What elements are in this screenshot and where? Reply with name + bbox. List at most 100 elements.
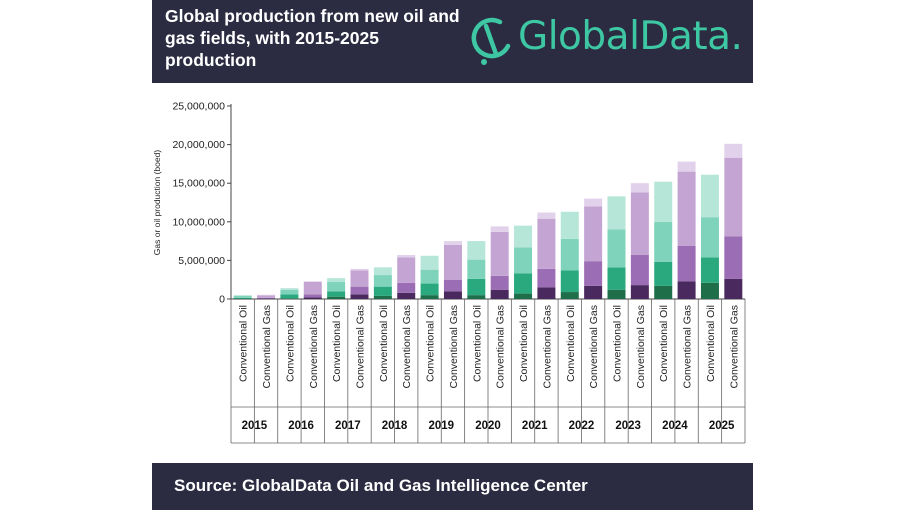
bar-segment — [630, 183, 649, 193]
bar-segment — [443, 279, 462, 292]
bar-segment — [490, 231, 509, 276]
bar-segment — [397, 292, 416, 299]
bar-segment — [443, 241, 462, 245]
globaldata-logo-icon — [471, 17, 511, 65]
x-category-label: Conventional Oil — [518, 305, 530, 382]
bar-segment — [514, 273, 533, 294]
bar-segment — [584, 206, 603, 262]
x-category-label: Conventional Gas — [308, 305, 320, 388]
x-category-label: Conventional Oil — [658, 305, 670, 382]
x-year-label: 2019 — [428, 420, 454, 432]
y-tick-label: 5,000,000 — [178, 255, 225, 267]
bar-segment — [537, 218, 556, 269]
bar-segment — [654, 261, 673, 286]
bar-segment — [303, 281, 322, 283]
x-year-label: 2016 — [288, 420, 314, 432]
bar-segment — [630, 254, 649, 286]
bar-segment — [257, 297, 276, 299]
chart-bars — [233, 143, 743, 299]
bar-segment — [490, 275, 509, 290]
bar-segment — [350, 268, 369, 271]
x-category-label: Conventional Oil — [612, 305, 624, 382]
x-category-label: Conventional Oil — [284, 305, 296, 382]
bar-segment — [467, 295, 486, 299]
bar-segment — [654, 181, 673, 222]
x-year-label: 2017 — [335, 420, 361, 432]
x-year-label: 2025 — [709, 420, 735, 432]
bar-segment — [490, 226, 509, 232]
bar-segment — [397, 257, 416, 283]
bar-segment — [233, 295, 252, 298]
x-category-label: Conventional Gas — [635, 305, 647, 388]
globaldata-logo: GlobalData. — [470, 12, 748, 72]
footer-banner: Source: GlobalData Oil and Gas Intellige… — [152, 463, 753, 510]
bar-segment — [303, 294, 322, 298]
source-note: Source: GlobalData Oil and Gas Intellige… — [174, 476, 588, 495]
logo-wordmark: GlobalData. — [518, 14, 743, 59]
x-category-label: Conventional Gas — [401, 305, 413, 388]
x-category-label: Conventional Gas — [728, 305, 740, 388]
y-tick-label: 0 — [219, 294, 225, 306]
bar-segment — [373, 295, 392, 299]
bar-segment — [397, 254, 416, 258]
bar-segment — [327, 291, 346, 297]
x-category-label: Conventional Oil — [378, 305, 390, 382]
x-category-label: Conventional Oil — [238, 305, 250, 382]
bar-segment — [560, 270, 579, 293]
x-year-label: 2024 — [662, 420, 688, 432]
x-year-label: 2022 — [569, 420, 595, 432]
bar-segment — [724, 143, 743, 158]
bar-segment — [560, 238, 579, 271]
bar-segment — [233, 297, 252, 299]
bar-segment — [514, 247, 533, 274]
bar-segment — [700, 217, 719, 258]
bar-segment — [560, 211, 579, 239]
bar-segment — [677, 245, 696, 282]
x-category-label: Conventional Gas — [448, 305, 460, 388]
bar-segment — [350, 286, 369, 295]
bar-segment — [607, 267, 626, 290]
bar-segment — [560, 292, 579, 299]
bar-segment — [397, 282, 416, 293]
x-category-label: Conventional Gas — [682, 305, 694, 388]
x-year-label: 2020 — [475, 420, 501, 432]
bar-segment — [420, 255, 439, 270]
bar-segment — [280, 298, 299, 299]
x-category-label: Conventional Gas — [355, 305, 367, 388]
bar-segment — [724, 278, 743, 299]
bar-segment — [373, 267, 392, 276]
bar-segment — [724, 236, 743, 279]
bar-segment — [514, 225, 533, 248]
bar-segment — [420, 283, 439, 296]
bar-segment — [420, 295, 439, 299]
bar-segment — [584, 261, 603, 286]
x-year-label: 2023 — [615, 420, 641, 432]
bar-segment — [700, 174, 719, 218]
x-year-label: 2021 — [522, 420, 548, 432]
bar-segment — [420, 269, 439, 284]
bar-segment — [724, 157, 743, 237]
bar-segment — [514, 293, 533, 299]
bar-segment — [584, 285, 603, 299]
bar-segment — [537, 287, 556, 299]
chart-labels: 0 5,000,000 10,000,000 15,000,000 20,000,000… — [152, 101, 740, 433]
bar-segment — [280, 294, 299, 299]
chart-title: Global production from new oil and gas f… — [165, 6, 460, 70]
y-tick-label: 25,000,000 — [172, 101, 225, 113]
y-tick-label: 10,000,000 — [172, 216, 225, 228]
bar-segment — [677, 171, 696, 246]
y-tick-label: 15,000,000 — [172, 178, 225, 190]
bar-segment — [467, 278, 486, 296]
bar-segment — [443, 244, 462, 280]
x-category-label: Conventional Gas — [495, 305, 507, 388]
bar-segment — [700, 282, 719, 299]
bar-segment — [350, 294, 369, 299]
x-category-label: Conventional Gas — [588, 305, 600, 388]
x-category-label: Conventional Oil — [565, 305, 577, 382]
bar-segment — [677, 161, 696, 172]
bar-segment — [373, 286, 392, 296]
bar-segment — [327, 296, 346, 299]
bar-segment — [537, 212, 556, 219]
header-banner: Global production from new oil and gas f… — [152, 0, 753, 83]
y-tick-label: 20,000,000 — [172, 139, 225, 151]
